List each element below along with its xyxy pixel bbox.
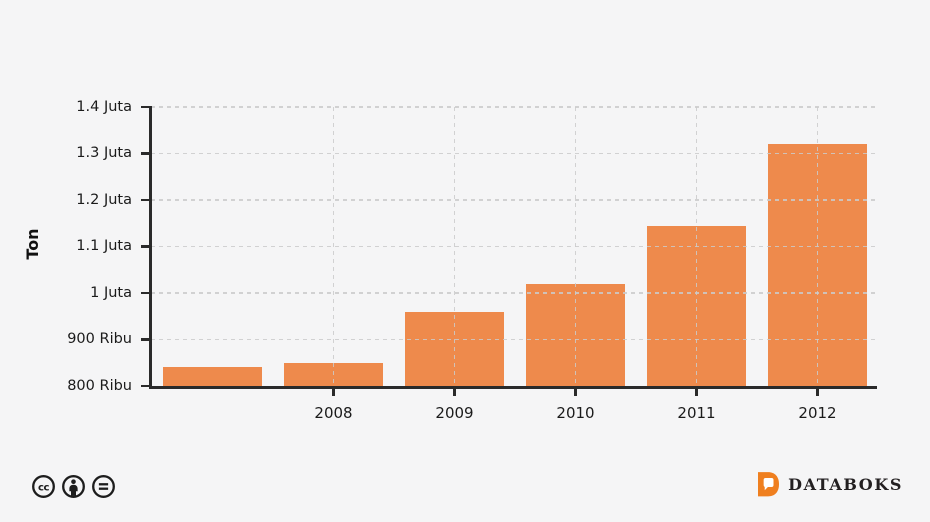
cc-icon[interactable]: cc <box>31 474 56 499</box>
gridline-x-2008 <box>332 107 335 386</box>
x-tick-label: 2011 <box>677 404 716 422</box>
y-axis-tick <box>141 291 151 295</box>
y-tick-label: 1.2 Juta <box>76 191 132 208</box>
gridline-y-1000 <box>151 292 876 294</box>
y-tick-label: 1.3 Juta <box>76 145 132 161</box>
databoks-wordmark: DATABOKS <box>788 474 903 494</box>
gridline-y-1300 <box>151 152 876 155</box>
x-tick-label: 2008 <box>314 404 353 422</box>
y-axis-tick <box>141 384 151 388</box>
x-axis-line <box>149 386 877 389</box>
license-icons: cc <box>31 474 116 499</box>
y-tick-label: 800 Ribu <box>67 377 132 394</box>
bar-first-year <box>163 367 262 386</box>
y-axis-tick <box>141 152 151 155</box>
attribution-icon[interactable] <box>61 474 86 499</box>
gridline-y-1100 <box>151 245 876 248</box>
x-axis-tick <box>332 388 335 396</box>
y-tick-label: 1.4 Juta <box>76 98 132 115</box>
y-tick-label: 900 Ribu <box>67 331 132 347</box>
gridline-x-2011 <box>695 107 698 386</box>
y-axis-tick <box>141 338 151 341</box>
gridline-y-900 <box>151 338 876 341</box>
svg-text:cc: cc <box>38 482 49 493</box>
gridline-x-2012 <box>816 107 819 386</box>
x-axis-tick <box>453 388 456 396</box>
y-tick-label: 1 Juta <box>90 284 132 301</box>
no-derivatives-icon[interactable] <box>91 474 116 499</box>
y-axis-tick <box>141 105 151 109</box>
y-axis-line <box>149 106 152 389</box>
y-tick-label: 1.1 Juta <box>76 238 132 254</box>
y-axis-tick <box>141 245 151 248</box>
gridline-y-1200 <box>151 199 876 201</box>
databoks-d-icon <box>758 472 780 497</box>
gridline-y-1400 <box>151 106 876 108</box>
x-axis-tick <box>816 388 819 396</box>
databoks-logo[interactable]: DATABOKS <box>758 472 903 497</box>
x-axis-tick <box>695 388 698 396</box>
y-axis-tick <box>141 198 151 202</box>
x-tick-label: 2012 <box>798 404 837 422</box>
x-axis-tick <box>574 388 577 396</box>
gridline-x-2010 <box>574 107 577 386</box>
x-tick-label: 2009 <box>435 404 474 422</box>
x-tick-label: 2010 <box>556 404 595 422</box>
gridline-x-2009 <box>453 107 456 386</box>
